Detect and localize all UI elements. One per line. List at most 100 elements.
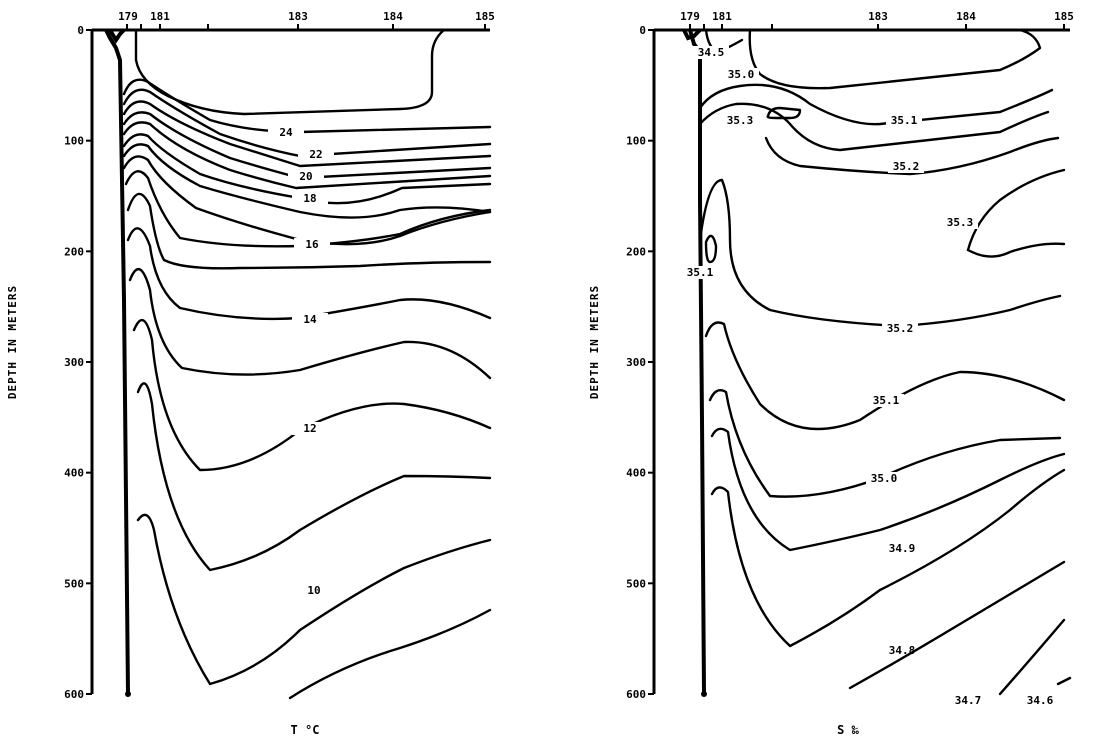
temperature-contour-label-bg: [288, 170, 324, 183]
temperature-x-axis-title: T °C: [291, 723, 320, 737]
temperature-contour-line: [122, 111, 492, 180]
temperature-station-label: 179: [118, 10, 138, 23]
salinity-contour-line: [708, 389, 1062, 498]
temperature-contour-line: [132, 318, 492, 472]
temperature-contour-label: 18: [303, 192, 316, 205]
temperature-contour-line: [122, 133, 492, 205]
temperature-contour-line: [122, 121, 492, 190]
temperature-contour-line: [134, 28, 446, 116]
temperature-coast-line: [104, 29, 130, 695]
salinity-coast-line: [688, 29, 706, 695]
salinity-y-tick-label: 500: [626, 577, 646, 590]
temperature-contour-line: [136, 513, 492, 686]
temperature-contour-label-bg: [292, 422, 328, 435]
salinity-contour-line: [704, 234, 718, 264]
temperature-contour-label: 12: [303, 422, 316, 435]
temperature-contour-label-bg: [298, 148, 334, 161]
salinity-contour-line: [764, 136, 1060, 176]
salinity-contour-label-bg: [722, 114, 758, 127]
salinity-contour-label: 34.7: [955, 694, 982, 707]
salinity-contour-line: [966, 168, 1066, 252]
temperature-contour-label: 10: [307, 584, 320, 597]
temperature-station-label: 183: [288, 10, 308, 23]
salinity-contour-line: [704, 321, 1066, 431]
salinity-contour-label-bg: [882, 322, 918, 335]
salinity-contour-label-bg: [723, 68, 759, 81]
temperature-y-tick-label: 0: [77, 24, 84, 37]
temperature-contour-line: [122, 143, 492, 219]
temperature-station-label: 184: [383, 10, 403, 23]
salinity-contour-label: 34.6: [1027, 694, 1054, 707]
salinity-y-tick-label: 200: [626, 245, 646, 258]
temperature-station-label: 185: [475, 10, 495, 23]
salinity-contour-line: [698, 178, 1062, 328]
temperature-y-tick-label: 500: [64, 577, 84, 590]
temperature-contour-line: [126, 192, 492, 270]
temperature-contour-label: 16: [305, 238, 319, 251]
temperature-contour-label-bg: [268, 126, 304, 139]
temperature-coast-inlet: [108, 28, 126, 44]
salinity-y-tick-label: 0: [639, 24, 646, 37]
salinity-contour-label-bg: [942, 216, 978, 229]
salinity-contour-label: 35.2: [887, 322, 914, 335]
salinity-station-label: 179: [680, 10, 700, 23]
salinity-contour-label: 34.5: [698, 46, 725, 59]
salinity-contour-label: 35.1: [687, 266, 714, 279]
temperature-contour-line: [122, 88, 492, 158]
salinity-coast-inlet: [682, 28, 702, 41]
salinity-station-label: 185: [1054, 10, 1074, 23]
salinity-contour-label-bg: [866, 472, 902, 485]
temperature-contour-label: 20: [299, 170, 312, 183]
temperature-contour-label: 14: [303, 313, 317, 326]
temperature-contour-line: [288, 608, 492, 700]
temperature-contour-line: [122, 100, 492, 168]
temperature-contour-label-bg: [292, 192, 328, 205]
salinity-contour-label-bg: [950, 694, 986, 707]
temperature-contour-label-bg: [294, 238, 330, 251]
salinity-contour-label-bg: [682, 266, 718, 279]
salinity-station-label: 183: [868, 10, 888, 23]
salinity-contour-label: 34.8: [889, 644, 916, 657]
salinity-contour-label-bg: [868, 394, 904, 407]
salinity-contour-line: [848, 560, 1066, 690]
salinity-station-label: 181: [712, 10, 732, 23]
salinity-contour-label-bg: [888, 160, 924, 173]
salinity-contour-label: 35.2: [893, 160, 920, 173]
salinity-contour-label: 35.3: [727, 114, 754, 127]
salinity-contour-label: 35.0: [728, 68, 755, 81]
salinity-contour-line: [748, 28, 1042, 90]
temperature-y-tick-label: 300: [64, 356, 84, 369]
salinity-contour-label-bg: [693, 46, 729, 59]
salinity-contour-label-bg: [1022, 694, 1058, 707]
salinity-contour-line: [698, 83, 1054, 126]
temperature-contour-line: [124, 170, 492, 248]
temperature-y-tick-label: 600: [64, 688, 84, 701]
salinity-station-label: 184: [956, 10, 976, 23]
salinity-contour-label: 35.3: [947, 216, 974, 229]
salinity-contour-line: [998, 618, 1066, 696]
salinity-contour-line: [1056, 676, 1072, 686]
salinity-contour-line: [710, 427, 1066, 552]
salinity-y-tick-label: 100: [626, 135, 646, 148]
salinity-contour-label-bg: [884, 542, 920, 555]
salinity-y-tick-label: 400: [626, 467, 646, 480]
temperature-contour-line: [126, 227, 492, 321]
salinity-contour-line: [710, 468, 1066, 648]
salinity-contour-label: 35.1: [891, 114, 918, 127]
salinity-contour-label: 35.1: [873, 394, 900, 407]
salinity-y-tick-label: 300: [626, 356, 646, 369]
temperature-contour-line: [136, 382, 492, 572]
salinity-y-axis-title: DEPTH IN METERS: [588, 285, 601, 399]
temperature-contour-label-bg: [296, 584, 332, 597]
temperature-y-axis-title: DEPTH IN METERS: [6, 285, 19, 399]
temperature-contour-line: [122, 78, 492, 134]
temperature-contour-label: 24: [279, 126, 293, 139]
salinity-contour-label: 35.0: [871, 472, 898, 485]
temperature-station-label: 181: [150, 10, 170, 23]
temperature-contour-line: [122, 155, 492, 246]
salinity-contour-label-bg: [886, 114, 922, 127]
temperature-y-tick-label: 100: [64, 135, 84, 148]
salinity-contour-line: [698, 102, 1050, 152]
salinity-x-axis-title: S ‰: [837, 723, 859, 737]
